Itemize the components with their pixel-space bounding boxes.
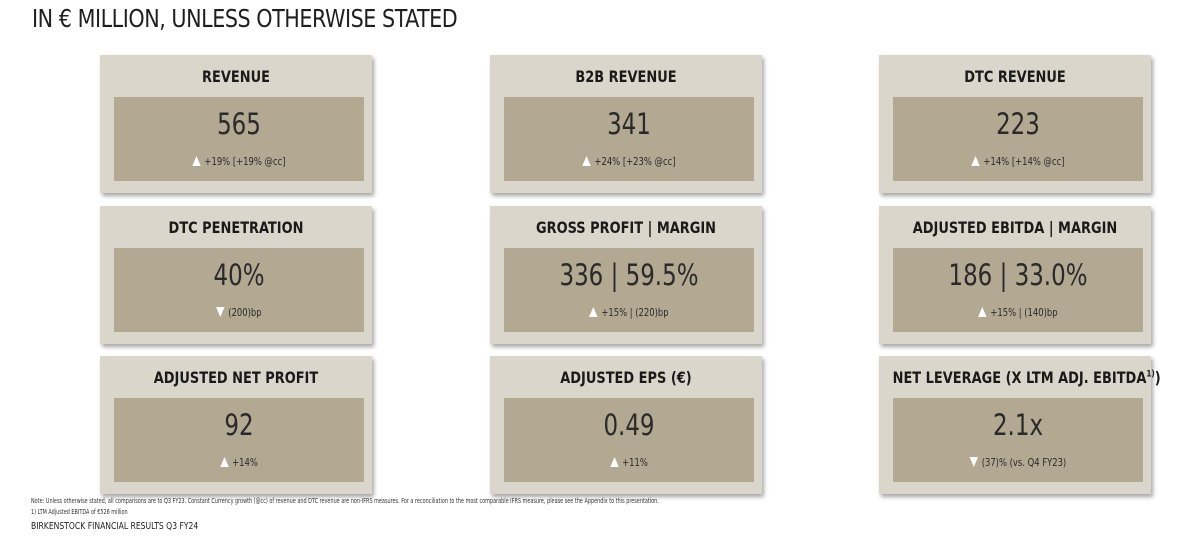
- kpi-card-gross-profit: GROSS PROFIT | MARGIN 336 | 59.5% +15% |…: [490, 206, 762, 344]
- kpi-value: 2.1x: [992, 408, 1044, 442]
- kpi-card-adjusted-eps: ADJUSTED EPS (€) 0.49 +11%: [490, 356, 762, 494]
- kpi-change-text: (200)bp: [228, 306, 262, 319]
- kpi-card-dtc-revenue: DTC REVENUE 223 +14% [+14% @cc]: [879, 55, 1151, 193]
- kpi-title-suffix: ): [1154, 368, 1161, 387]
- kpi-change: +15% | (220)bp: [523, 306, 736, 319]
- kpi-change: +15% | (140)bp: [912, 306, 1125, 319]
- kpi-change-text: +19% [+19% @cc]: [204, 155, 286, 168]
- kpi-change-text: +14% [+14% @cc]: [983, 155, 1065, 168]
- arrow-up-icon: [582, 156, 592, 166]
- kpi-change-text: +24% [+23% @cc]: [594, 155, 676, 168]
- kpi-value: 40%: [213, 258, 265, 292]
- kpi-title: B2B REVENUE: [575, 67, 677, 86]
- kpi-card-dtc-penetration: DTC PENETRATION 40% (200)bp: [100, 206, 372, 344]
- kpi-title: ADJUSTED EPS (€): [560, 368, 692, 387]
- kpi-change: +24% [+23% @cc]: [523, 155, 736, 168]
- arrow-up-icon: [978, 307, 987, 317]
- kpi-change: (37)% (vs. Q4 FY23): [912, 456, 1125, 469]
- kpi-value: 341: [607, 107, 651, 141]
- footer-brand: BIRKENSTOCK FINANCIAL RESULTS Q3 FY24: [31, 521, 199, 532]
- kpi-value-panel: 92 +14%: [114, 398, 364, 482]
- kpi-title: NET LEVERAGE (X LTM ADJ. EBITDA1)): [893, 368, 1161, 387]
- kpi-value-panel: 2.1x (37)% (vs. Q4 FY23): [893, 398, 1143, 482]
- kpi-card-adjusted-ebitda: ADJUSTED EBITDA | MARGIN 186 | 33.0% +15…: [879, 206, 1151, 344]
- footer-footnote: 1) LTM Adjusted EBITDA of €526 million: [31, 508, 128, 516]
- kpi-title: DTC PENETRATION: [168, 218, 304, 237]
- arrow-up-icon: [192, 156, 202, 166]
- arrow-up-icon: [220, 457, 229, 467]
- kpi-value-panel: 336 | 59.5% +15% | (220)bp: [504, 248, 754, 332]
- kpi-value: 336 | 59.5%: [559, 258, 699, 292]
- kpi-value: 0.49: [603, 408, 655, 442]
- kpi-value-panel: 223 +14% [+14% @cc]: [893, 97, 1143, 181]
- kpi-change: +14%: [133, 456, 346, 469]
- arrow-up-icon: [610, 457, 619, 467]
- kpi-value: 92: [224, 408, 254, 442]
- kpi-card-revenue: REVENUE 565 +19% [+19% @cc]: [100, 55, 372, 193]
- kpi-value-panel: 186 | 33.0% +15% | (140)bp: [893, 248, 1143, 332]
- kpi-change: +11%: [523, 456, 736, 469]
- kpi-title: GROSS PROFIT | MARGIN: [535, 218, 717, 237]
- kpi-title: REVENUE: [202, 67, 270, 86]
- kpi-title: DTC REVENUE: [964, 67, 1066, 86]
- kpi-change-text: +15% | (140)bp: [990, 306, 1058, 319]
- kpi-title-text: NET LEVERAGE (X LTM ADJ. EBITDA: [892, 368, 1147, 387]
- arrow-down-icon: [969, 457, 979, 467]
- kpi-change-text: (37)% (vs. Q4 FY23): [981, 456, 1067, 469]
- kpi-value-panel: 0.49 +11%: [504, 398, 754, 482]
- kpi-card-net-leverage: NET LEVERAGE (X LTM ADJ. EBITDA1)) 2.1x …: [879, 356, 1161, 494]
- kpi-value: 223: [996, 107, 1040, 141]
- kpi-card-b2b-revenue: B2B REVENUE 341 +24% [+23% @cc]: [490, 55, 762, 193]
- kpi-title: ADJUSTED NET PROFIT: [153, 368, 319, 387]
- kpi-change: +19% [+19% @cc]: [133, 155, 346, 168]
- kpi-value-panel: 565 +19% [+19% @cc]: [114, 97, 364, 181]
- kpi-change: (200)bp: [133, 306, 346, 319]
- kpi-change: +14% [+14% @cc]: [912, 155, 1125, 168]
- kpi-change-text: +14%: [232, 456, 258, 469]
- arrow-down-icon: [216, 307, 225, 317]
- kpi-card-adjusted-net-profit: ADJUSTED NET PROFIT 92 +14%: [100, 356, 372, 494]
- footnote-marker: 1): [1146, 369, 1155, 380]
- kpi-value-panel: 341 +24% [+23% @cc]: [504, 97, 754, 181]
- kpi-change-text: +15% | (220)bp: [601, 306, 669, 319]
- kpi-value-panel: 40% (200)bp: [114, 248, 364, 332]
- arrow-up-icon: [971, 156, 981, 166]
- kpi-change-text: +11%: [622, 456, 648, 469]
- kpi-value: 565: [217, 107, 261, 141]
- footer-note: Note: Unless otherwise stated, all compa…: [31, 497, 659, 505]
- kpi-value: 186 | 33.0%: [948, 258, 1088, 292]
- arrow-up-icon: [589, 307, 598, 317]
- kpi-title: ADJUSTED EBITDA | MARGIN: [912, 218, 1118, 237]
- page-title: IN € MILLION, UNLESS OTHERWISE STATED: [32, 4, 458, 33]
